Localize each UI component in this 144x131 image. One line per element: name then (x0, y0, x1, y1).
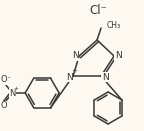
Text: O: O (1, 102, 7, 111)
Text: N: N (72, 51, 78, 61)
Text: CH₃: CH₃ (107, 20, 121, 29)
Text: O: O (1, 75, 7, 84)
Text: -: - (8, 74, 11, 80)
Text: Cl⁻: Cl⁻ (89, 4, 107, 17)
Text: N: N (9, 89, 15, 97)
Text: N: N (115, 51, 121, 61)
Text: +: + (71, 68, 77, 74)
Text: +: + (14, 86, 19, 91)
Text: N: N (102, 72, 108, 81)
Text: N: N (66, 72, 72, 81)
